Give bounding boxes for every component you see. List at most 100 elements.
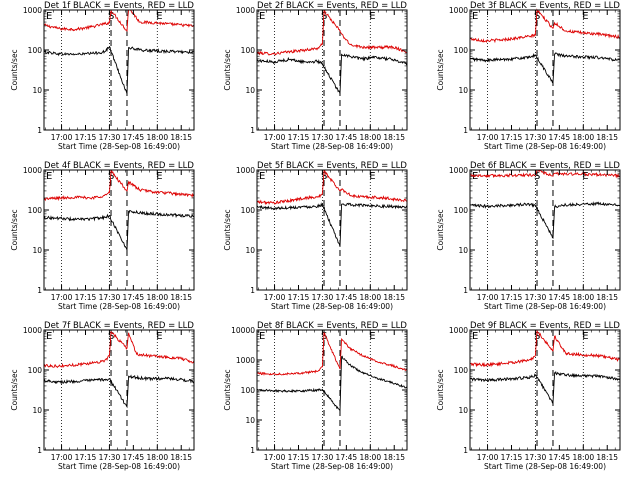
x-tick-label: 17:45 — [123, 293, 145, 302]
x-tick-label: 17:45 — [123, 133, 145, 142]
series-line-lld — [469, 8, 621, 44]
y-tick-label: 1 — [37, 126, 42, 135]
end-marker-label: E — [369, 11, 375, 22]
x-tick-label: 17:15 — [501, 293, 523, 302]
y-tick-label: 1 — [250, 446, 255, 455]
plot-frame — [469, 9, 621, 131]
plot-frame — [43, 9, 195, 131]
x-axis-label: Start Time (28-Sep-08 16:49:00) — [484, 142, 606, 151]
y-tick-label: 1 — [463, 446, 468, 455]
x-axis-label: Start Time (28-Sep-08 16:49:00) — [58, 142, 180, 151]
x-tick-label: 18:15 — [170, 453, 192, 462]
x-tick-label: 17:30 — [99, 133, 121, 142]
y-tick-label: 1000 — [236, 6, 255, 15]
series-line-events — [43, 374, 195, 409]
y-tick-label: 1000 — [449, 6, 468, 15]
x-tick-label: 17:15 — [75, 133, 97, 142]
x-axis-label: Start Time (28-Sep-08 16:49:00) — [271, 142, 393, 151]
x-tick-label: 18:15 — [596, 133, 618, 142]
x-tick-label: 17:00 — [264, 453, 286, 462]
x-tick-label: 17:15 — [501, 133, 523, 142]
x-tick-label: 17:00 — [51, 293, 73, 302]
plot-frame — [256, 329, 408, 451]
x-axis-label: Start Time (28-Sep-08 16:49:00) — [484, 462, 606, 471]
panel-title: Det 2f BLACK = Events, RED = LLD — [257, 1, 407, 11]
y-tick-label: 10 — [458, 406, 468, 415]
y-tick-label: 10 — [458, 246, 468, 255]
y-tick-label: 1000 — [449, 326, 468, 335]
x-tick-label: 17:45 — [549, 293, 571, 302]
x-tick-label: 17:45 — [123, 453, 145, 462]
end-marker-label: E — [156, 171, 162, 182]
y-tick-label: 10 — [32, 406, 42, 415]
x-tick-label: 17:30 — [99, 293, 121, 302]
start-marker-label: S — [108, 11, 114, 22]
series-line-lld — [469, 329, 621, 368]
start-marker-label: S — [534, 331, 540, 342]
panel-title: Det 8f BLACK = Events, RED = LLD — [257, 321, 407, 331]
y-axis-label: Counts/sec — [10, 369, 19, 410]
x-tick-label: 17:00 — [477, 293, 499, 302]
y-tick-label: 10 — [458, 86, 468, 95]
start-marker-label: S — [534, 11, 540, 22]
end-marker-label-left: E — [472, 11, 478, 22]
y-tick-label: 100 — [28, 46, 43, 55]
series-line-lld — [256, 332, 408, 376]
x-tick-label: 18:00 — [146, 453, 168, 462]
y-tick-label: 10000 — [231, 326, 255, 335]
end-marker-label-left: E — [46, 11, 52, 22]
plot-frame — [469, 169, 621, 291]
x-tick-label: 17:30 — [312, 293, 334, 302]
x-tick-label: 17:45 — [336, 293, 358, 302]
y-tick-label: 1000 — [23, 6, 42, 15]
y-axis-label: Counts/sec — [223, 209, 232, 250]
panel-title: Det 9f BLACK = Events, RED = LLD — [470, 321, 620, 331]
end-marker-label: E — [369, 171, 375, 182]
x-tick-label: 17:30 — [525, 453, 547, 462]
x-tick-label: 17:30 — [525, 293, 547, 302]
y-tick-label: 100 — [241, 386, 256, 395]
panel-title: Det 7f BLACK = Events, RED = LLD — [44, 321, 194, 331]
plot-frame — [256, 9, 408, 131]
x-tick-label: 17:15 — [288, 133, 310, 142]
y-axis-label: Counts/sec — [223, 369, 232, 410]
series-line-lld — [43, 169, 195, 202]
start-marker-label: S — [108, 171, 114, 182]
y-tick-label: 1000 — [23, 166, 42, 175]
y-tick-label: 1000 — [236, 166, 255, 175]
y-tick-label: 1 — [250, 126, 255, 135]
series-line-lld — [469, 169, 621, 179]
panel-title: Det 6f BLACK = Events, RED = LLD — [470, 161, 620, 171]
x-tick-label: 17:15 — [75, 453, 97, 462]
x-tick-label: 17:30 — [312, 453, 334, 462]
end-marker-label: E — [369, 331, 375, 342]
x-tick-label: 18:00 — [146, 133, 168, 142]
x-tick-label: 17:00 — [264, 133, 286, 142]
end-marker-label-left: E — [259, 11, 265, 22]
series-line-lld — [43, 9, 195, 33]
plot-frame — [256, 169, 408, 291]
x-axis-label: Start Time (28-Sep-08 16:49:00) — [271, 302, 393, 311]
series-line-events — [43, 209, 195, 251]
series-line-lld — [256, 170, 408, 206]
x-tick-label: 18:00 — [359, 293, 381, 302]
end-marker-label: E — [156, 11, 162, 22]
panel-title: Det 4f BLACK = Events, RED = LLD — [44, 161, 194, 171]
end-marker-label-left: E — [472, 331, 478, 342]
x-tick-label: 17:45 — [549, 453, 571, 462]
y-tick-label: 100 — [454, 46, 469, 55]
x-tick-label: 17:00 — [264, 293, 286, 302]
series-line-lld — [256, 9, 408, 56]
x-axis-label: Start Time (28-Sep-08 16:49:00) — [271, 462, 393, 471]
plot-frame — [469, 329, 621, 451]
y-tick-label: 100 — [241, 46, 256, 55]
x-tick-label: 17:15 — [288, 453, 310, 462]
x-tick-label: 17:30 — [525, 133, 547, 142]
y-tick-label: 100 — [241, 206, 256, 215]
